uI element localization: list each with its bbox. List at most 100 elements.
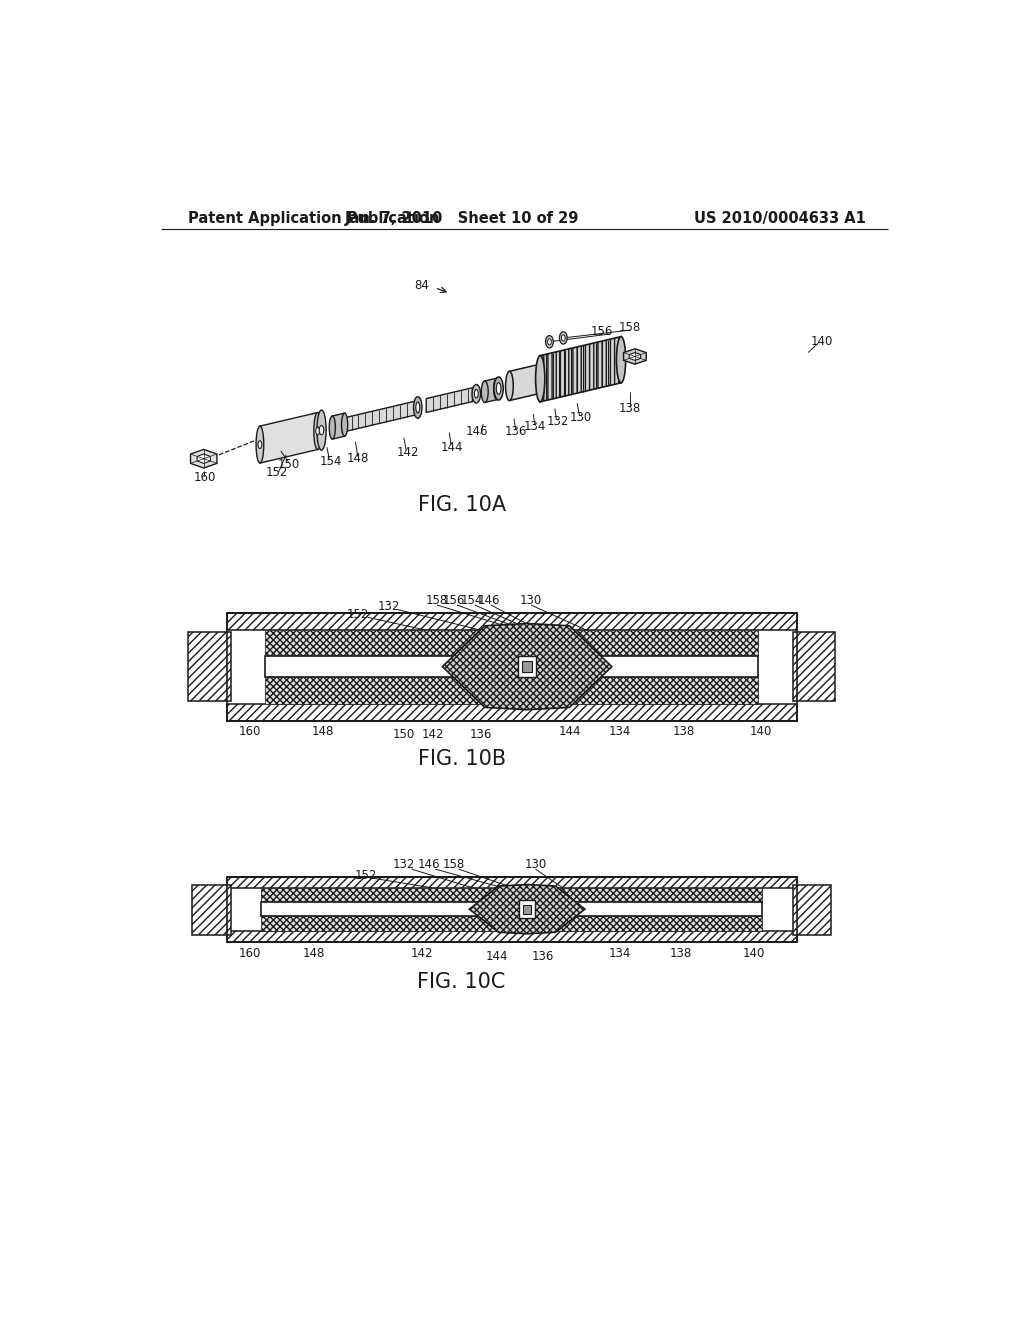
Text: 158: 158	[426, 594, 449, 607]
Bar	[261, 903, 762, 916]
Polygon shape	[260, 413, 317, 463]
Bar	[793, 884, 831, 935]
Ellipse shape	[536, 355, 545, 401]
Text: FIG. 10B: FIG. 10B	[418, 748, 506, 770]
Text: 150: 150	[278, 458, 300, 471]
Text: 134: 134	[608, 725, 631, 738]
Bar	[793, 632, 836, 701]
Text: 134: 134	[523, 420, 546, 433]
Text: 144: 144	[441, 441, 464, 454]
Ellipse shape	[316, 411, 326, 450]
Polygon shape	[190, 449, 217, 469]
Ellipse shape	[616, 337, 626, 383]
Text: 136: 136	[532, 949, 554, 962]
Text: 146: 146	[418, 858, 440, 871]
Polygon shape	[426, 388, 472, 412]
Text: 130: 130	[520, 594, 542, 607]
Polygon shape	[509, 364, 541, 400]
Text: 134: 134	[608, 946, 631, 960]
Text: 158: 158	[618, 321, 641, 334]
Text: 160: 160	[239, 725, 261, 738]
Bar	[261, 916, 762, 931]
Polygon shape	[541, 337, 621, 401]
Ellipse shape	[313, 413, 322, 450]
Text: US 2010/0004633 A1: US 2010/0004633 A1	[694, 211, 866, 226]
Ellipse shape	[561, 335, 565, 341]
Text: 152: 152	[346, 607, 369, 620]
Bar	[519, 900, 535, 919]
Bar	[193, 884, 230, 935]
Text: 156: 156	[442, 594, 465, 607]
Ellipse shape	[414, 397, 422, 418]
Ellipse shape	[506, 371, 513, 400]
Polygon shape	[624, 348, 646, 364]
Bar	[265, 630, 758, 656]
Text: 152: 152	[265, 466, 288, 479]
Text: 142: 142	[422, 727, 444, 741]
Ellipse shape	[494, 378, 501, 400]
Ellipse shape	[497, 383, 501, 395]
Text: 138: 138	[618, 403, 641, 416]
Bar	[522, 661, 531, 672]
Text: 142: 142	[411, 946, 433, 960]
Polygon shape	[345, 400, 418, 432]
Polygon shape	[197, 454, 210, 463]
Text: 84: 84	[415, 279, 429, 292]
Text: 148: 148	[303, 946, 325, 960]
Text: 136: 136	[470, 727, 493, 741]
Text: 142: 142	[396, 446, 419, 459]
Ellipse shape	[330, 416, 336, 440]
Polygon shape	[442, 623, 611, 710]
Ellipse shape	[342, 413, 348, 436]
Bar	[265, 656, 758, 677]
Text: 152: 152	[355, 869, 378, 882]
Bar	[226, 612, 797, 630]
Text: 132: 132	[547, 416, 569, 428]
Bar	[226, 876, 797, 942]
Text: 148: 148	[312, 725, 334, 738]
Polygon shape	[469, 884, 585, 933]
Text: 144: 144	[558, 725, 581, 738]
Ellipse shape	[474, 389, 478, 397]
Bar	[261, 888, 762, 903]
Text: 140: 140	[811, 335, 834, 348]
Text: 140: 140	[743, 946, 766, 960]
Text: FIG. 10C: FIG. 10C	[418, 973, 506, 993]
Text: 136: 136	[505, 425, 526, 438]
Ellipse shape	[315, 428, 319, 434]
Text: 140: 140	[750, 725, 772, 738]
Bar	[265, 677, 758, 704]
Text: 148: 148	[346, 453, 369, 465]
Text: 160: 160	[239, 946, 261, 960]
Text: 130: 130	[570, 412, 592, 425]
Ellipse shape	[256, 426, 264, 463]
Bar	[188, 632, 230, 701]
Text: 154: 154	[461, 594, 483, 607]
Ellipse shape	[472, 384, 480, 403]
Ellipse shape	[258, 441, 262, 449]
Text: 154: 154	[319, 454, 342, 467]
Ellipse shape	[546, 335, 553, 348]
Ellipse shape	[494, 378, 503, 400]
Text: 146: 146	[466, 425, 488, 438]
Ellipse shape	[559, 331, 567, 345]
Ellipse shape	[481, 381, 488, 403]
Text: FIG. 10A: FIG. 10A	[418, 495, 506, 515]
Text: 160: 160	[194, 471, 216, 484]
Bar	[226, 704, 797, 721]
Bar	[523, 904, 531, 913]
Text: Jan. 7, 2010   Sheet 10 of 29: Jan. 7, 2010 Sheet 10 of 29	[344, 211, 579, 226]
Ellipse shape	[548, 339, 551, 345]
Bar	[518, 656, 537, 677]
Ellipse shape	[319, 425, 324, 434]
Bar	[226, 876, 797, 888]
Ellipse shape	[416, 403, 420, 413]
Polygon shape	[629, 352, 641, 360]
Text: 146: 146	[477, 594, 500, 607]
Text: 130: 130	[524, 858, 547, 871]
Text: 156: 156	[591, 325, 613, 338]
Bar	[226, 931, 797, 942]
Text: 158: 158	[442, 858, 465, 871]
Text: 132: 132	[377, 601, 399, 612]
Text: Patent Application Publication: Patent Application Publication	[188, 211, 440, 226]
